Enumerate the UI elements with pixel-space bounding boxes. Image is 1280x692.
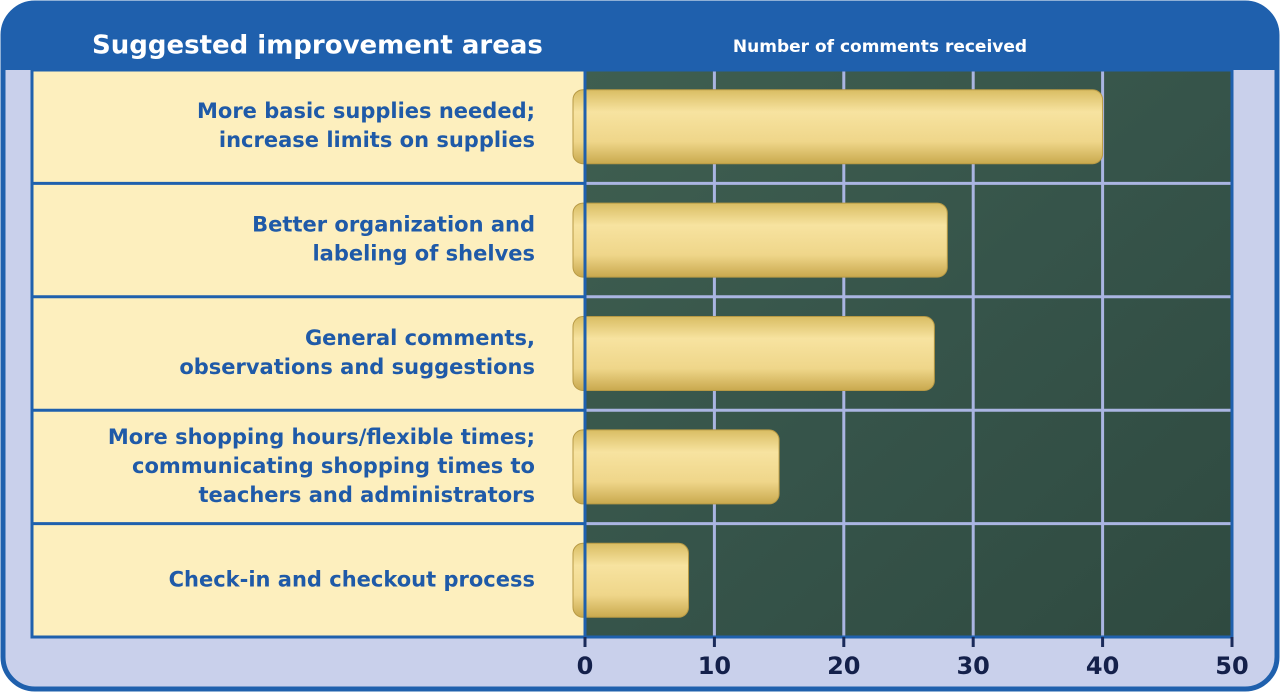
- bar: [572, 316, 935, 391]
- x-axis-label: Number of comments received: [733, 37, 1027, 57]
- category-label: Better organization and labeling of shelv…: [252, 213, 535, 266]
- x-tick-label: 0: [577, 652, 594, 680]
- category-label: General comments, observations and sugges…: [179, 326, 535, 379]
- x-tick-label: 30: [956, 652, 989, 680]
- category-label: More shopping hours/flexible times; commu…: [108, 425, 535, 507]
- bars: [572, 89, 1104, 618]
- category-label: Check-in and checkout process: [169, 567, 535, 591]
- bar: [572, 429, 780, 505]
- x-tick-label: 20: [827, 652, 860, 680]
- x-tick-label: 40: [1086, 652, 1119, 680]
- x-tick-label: 50: [1215, 652, 1248, 680]
- x-tick-label: 10: [698, 652, 731, 680]
- label-panel: [32, 70, 585, 637]
- category-label: More basic supplies needed; increase limi…: [197, 99, 535, 152]
- chart-title: Suggested improvement areas: [92, 31, 543, 61]
- row-lines: [32, 181, 1232, 526]
- bar: [572, 202, 948, 278]
- bar: [572, 542, 690, 618]
- plot-frame: [30, 68, 1234, 639]
- header-band: [3, 3, 1277, 70]
- bar: [572, 89, 1104, 165]
